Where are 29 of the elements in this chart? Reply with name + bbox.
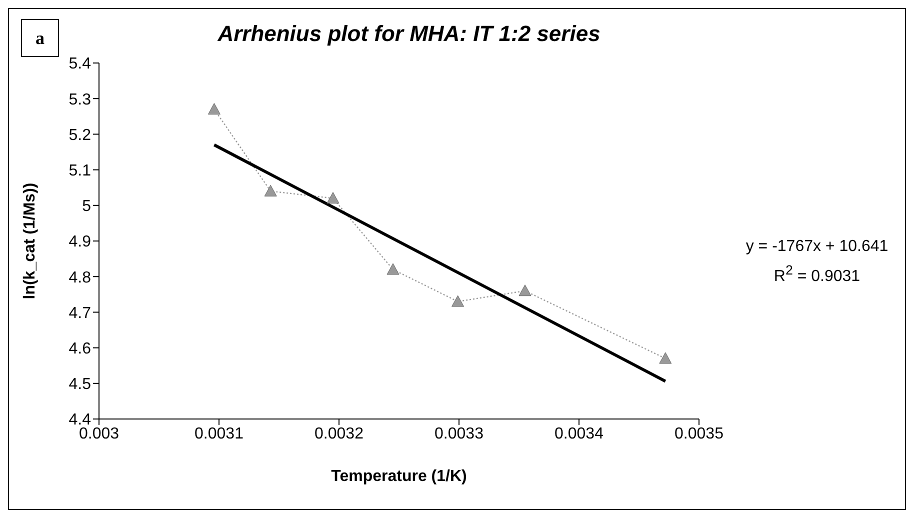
- point: [518, 284, 532, 296]
- x-tick-label: 0.0033: [434, 425, 484, 442]
- chart-title: Arrhenius plot for MHA: IT 1:2 series: [216, 21, 602, 47]
- x-axis-title: Temperature (1/K): [331, 468, 467, 485]
- y-tick-label: 5.1: [68, 162, 92, 180]
- point: [264, 184, 277, 196]
- x-tick-label: 0.0032: [314, 425, 364, 442]
- x-tick-label: 0.0031: [194, 425, 244, 442]
- y-tick-label: 4.7: [68, 304, 92, 322]
- y-tick-label: 4.5: [68, 376, 92, 394]
- y-tick-label: 4.9: [68, 234, 92, 251]
- y-tick-label: 4.8: [68, 269, 92, 286]
- point: [208, 103, 220, 115]
- y-tick-label: 4.6: [68, 340, 92, 358]
- point: [386, 263, 400, 275]
- point: [452, 295, 464, 307]
- point: [659, 352, 672, 364]
- text: R$^{2}$ = 0.9031: [774, 263, 860, 286]
- x-tick-label: 0.0034: [554, 425, 604, 442]
- y-axis-title: ln(k_cat (1/Ms)): [22, 182, 39, 300]
- point: [326, 192, 340, 204]
- y-tick-label: 5.4: [68, 56, 92, 73]
- text: a: [36, 28, 44, 48]
- text: y = -1767x + 10.641: [746, 238, 888, 255]
- y-tick-label: 5.3: [68, 91, 92, 108]
- x-tick-label: 0.003: [78, 425, 120, 442]
- x-tick-label: 0.0035: [674, 425, 724, 442]
- y-tick-label: 5.2: [68, 126, 92, 144]
- y-tick-label: 5: [82, 198, 92, 216]
